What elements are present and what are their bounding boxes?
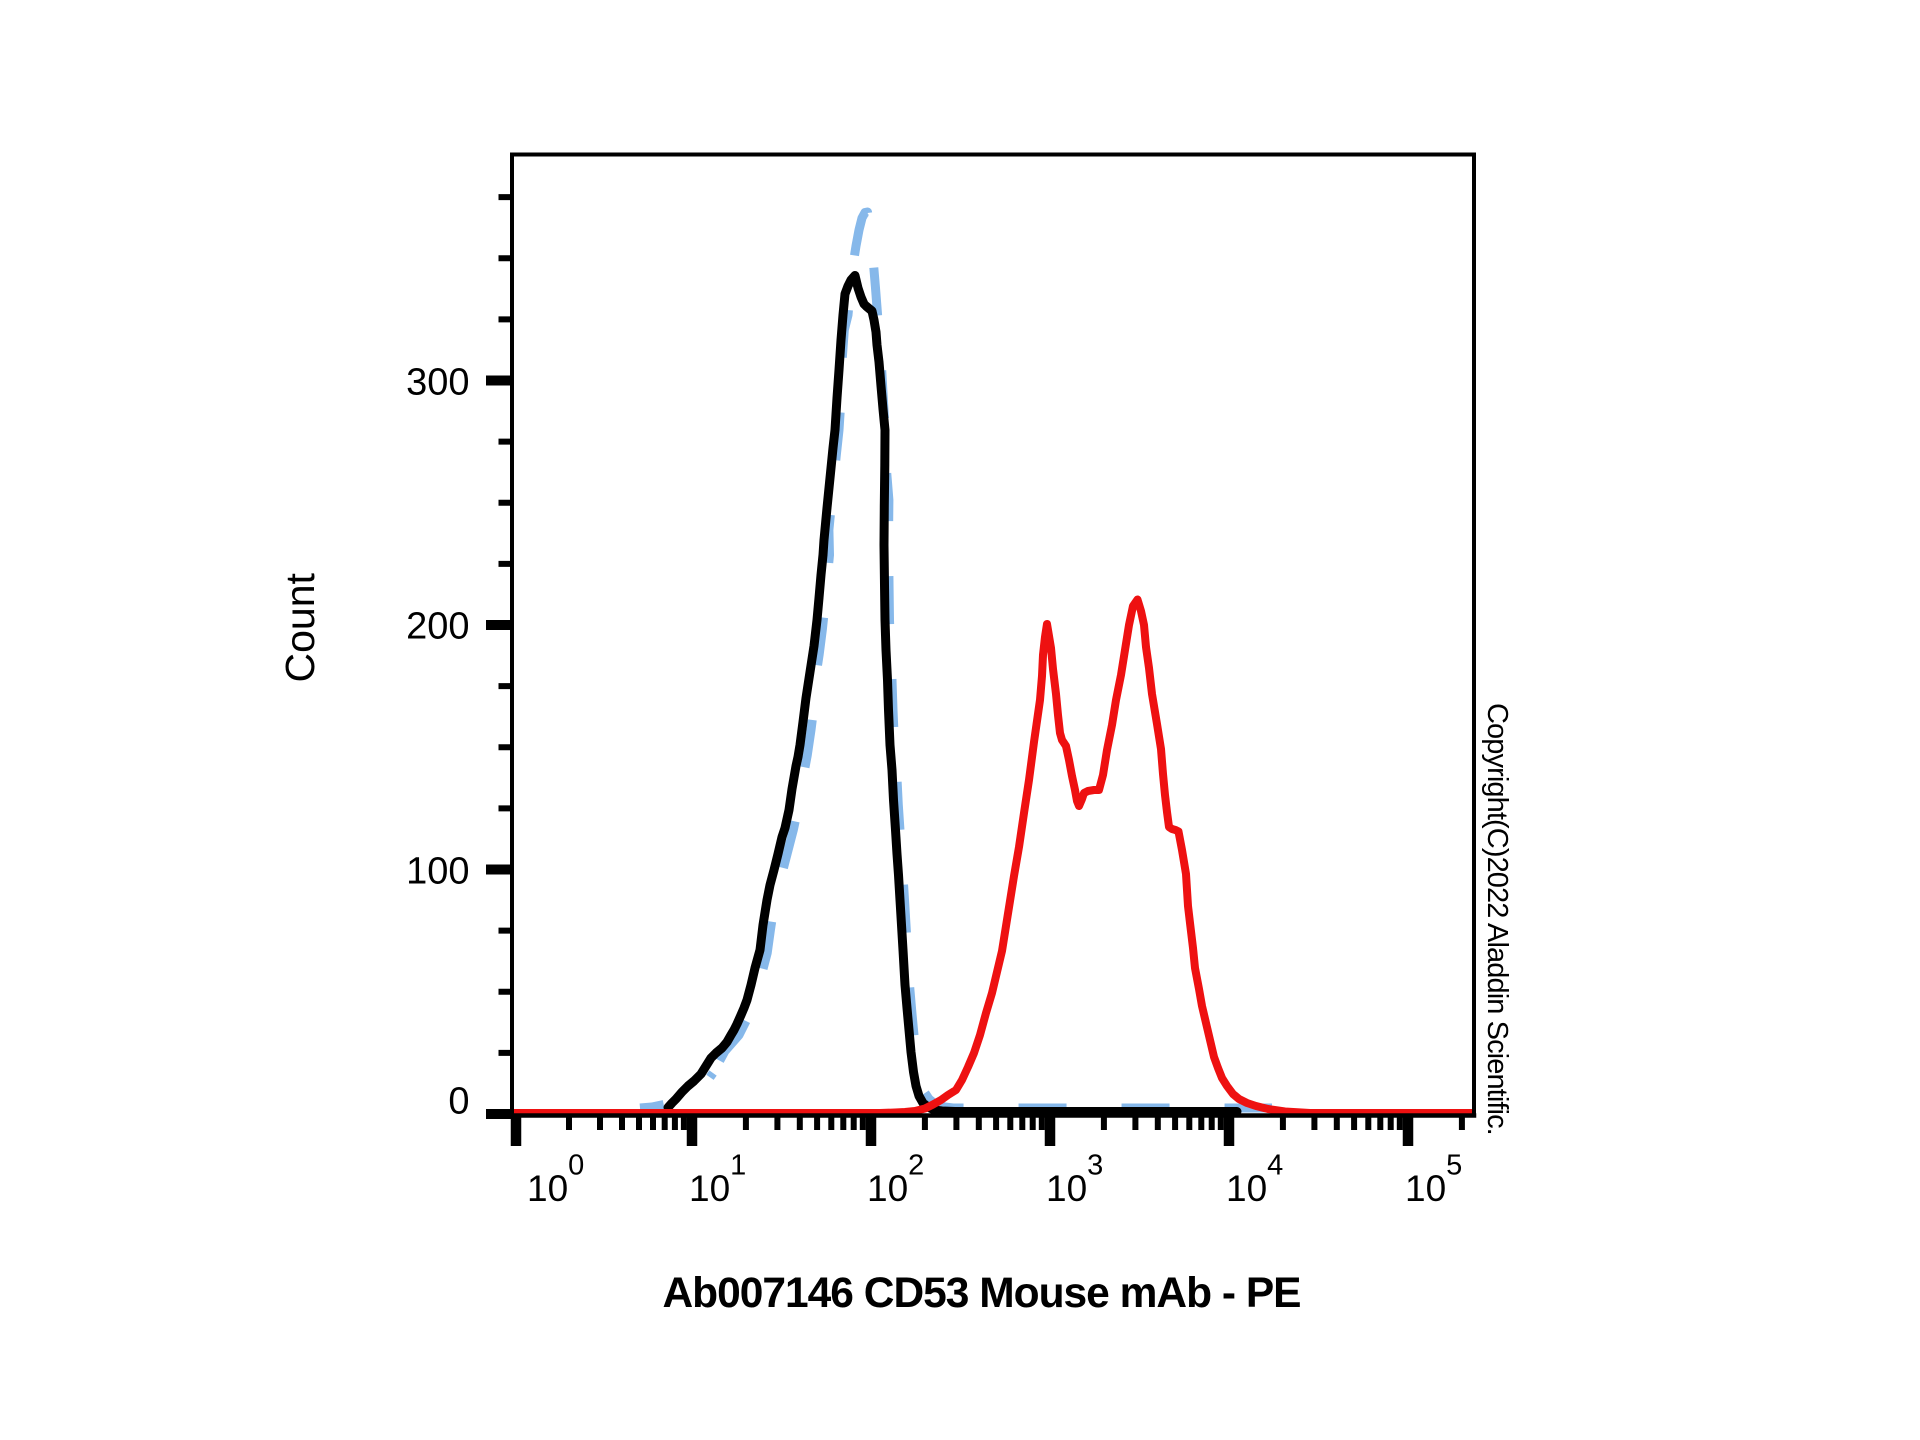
svg-text:0: 0 bbox=[448, 1081, 469, 1123]
svg-text:300: 300 bbox=[406, 362, 469, 404]
svg-text:Copyright(C)2022 Aladdin Scien: Copyright(C)2022 Aladdin Scientific. bbox=[1481, 703, 1513, 1135]
svg-text:Ab007146 CD53 Mouse mAb - PE: Ab007146 CD53 Mouse mAb - PE bbox=[662, 1270, 1300, 1317]
svg-text:200: 200 bbox=[406, 606, 469, 648]
svg-text:100: 100 bbox=[406, 851, 469, 893]
svg-text:Count: Count bbox=[277, 572, 323, 682]
